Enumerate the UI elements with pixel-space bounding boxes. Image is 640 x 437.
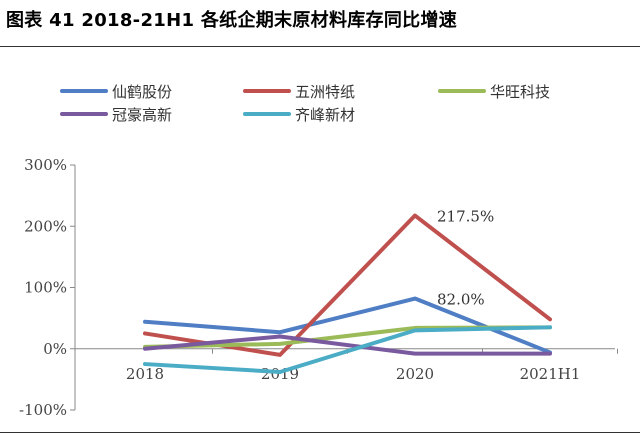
legend-label-4: 冠豪高新 <box>112 106 172 124</box>
legend-label-1: 仙鹤股份 <box>112 83 172 101</box>
data-label-2: 82.0% <box>437 291 485 309</box>
chart-title: 图表 41 2018-21H1 各纸企期末原材料库存同比增速 <box>6 10 458 31</box>
title-rule-top <box>0 46 640 47</box>
legend-label-3: 华旺科技 <box>490 83 550 101</box>
x-tick-label: 2021H1 <box>520 365 581 383</box>
x-tick-label: 2018 <box>126 365 164 383</box>
bottom-rule <box>0 432 640 433</box>
y-tick-label: 200% <box>24 217 67 235</box>
data-label-1: 217.5% <box>437 208 494 226</box>
legend-label-5: 齐峰新材 <box>295 106 355 124</box>
y-tick-label: 300% <box>24 156 67 174</box>
y-tick-label: 0% <box>43 340 67 358</box>
series-line-4 <box>143 334 552 356</box>
legend-label-2: 五洲特纸 <box>295 83 355 101</box>
series-line-1 <box>143 296 552 355</box>
y-tick-label: -100% <box>19 401 67 419</box>
y-tick-label: 100% <box>24 279 67 297</box>
series-line-5 <box>143 325 552 375</box>
x-tick-label: 2020 <box>396 365 434 383</box>
